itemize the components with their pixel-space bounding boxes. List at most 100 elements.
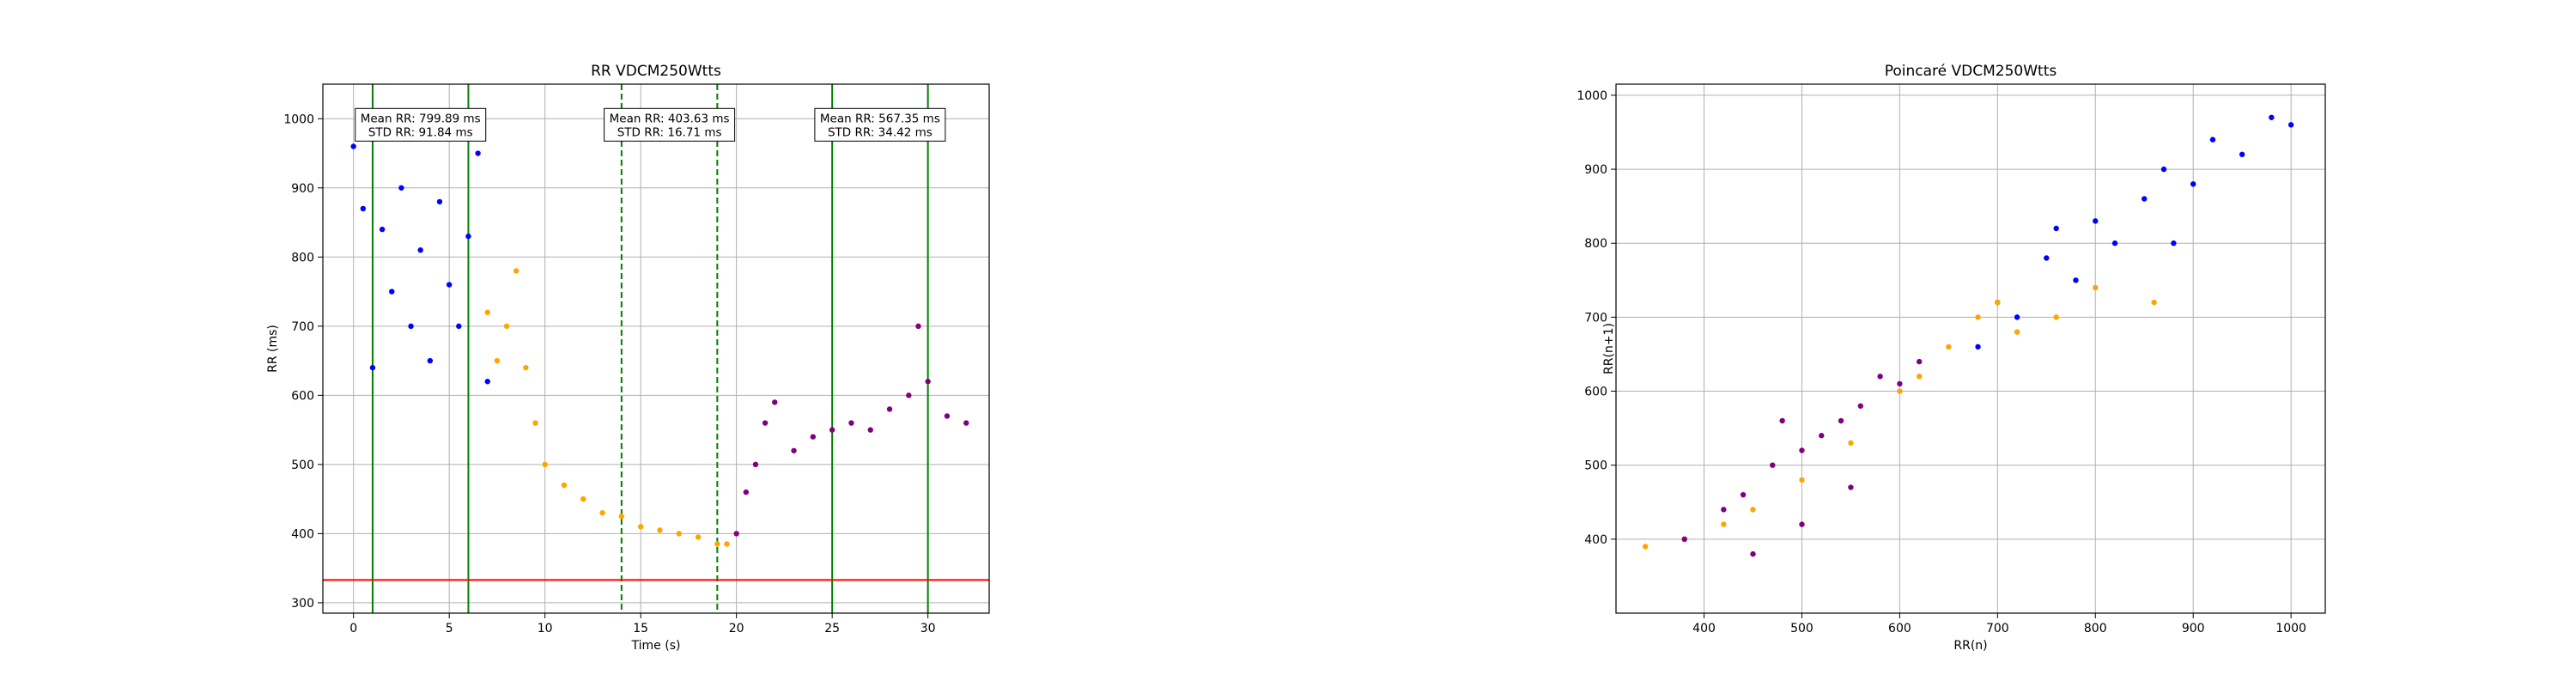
rr-xtick-label: 25 [824, 622, 840, 635]
rr-point-s2 [944, 413, 951, 419]
poincare-point-s1 [1750, 507, 1756, 513]
poincare-xtick-label: 800 [2084, 622, 2107, 635]
rr-point-s2 [886, 406, 893, 412]
poincare-ytick-label: 700 [1584, 311, 1607, 325]
rr-point-s2 [915, 323, 921, 330]
poincare-point-s0 [2160, 166, 2167, 173]
rr-point-s1 [695, 534, 702, 540]
rr-point-s2 [906, 392, 912, 398]
poincare-xtick-label: 700 [1986, 622, 2009, 635]
poincare-ytick-label: 900 [1584, 163, 1607, 177]
rr-point-s1 [542, 461, 548, 468]
poincare-point-s2 [1819, 433, 1825, 439]
poincare-point-s2 [1721, 507, 1727, 513]
poincare-points [1642, 114, 2294, 557]
poincare-point-s0 [2142, 196, 2148, 202]
poincare-point-s0 [1975, 344, 1981, 350]
rr-xtick-label: 5 [446, 622, 453, 635]
rr-xtick-label: 0 [349, 622, 357, 635]
rr-point-s0 [484, 379, 490, 385]
rr-annotation-mean: Mean RR: 403.63 ms [610, 112, 730, 125]
poincare-ytick-label: 400 [1584, 533, 1607, 547]
poincare-point-s1 [1916, 374, 1923, 380]
poincare-point-s0 [2209, 137, 2216, 143]
poincare-xlabel: RR(n) [1953, 639, 1987, 653]
poincare-ticks: 400 500 600 700 800 900 1000 400 500 600 700 800 900… [1577, 89, 2306, 635]
rr-point-s2 [762, 420, 769, 426]
rr-point-s0 [436, 198, 443, 205]
rr-point-s2 [772, 399, 778, 405]
poincare-point-s2 [1916, 358, 1923, 365]
poincare-grid [1616, 84, 2325, 613]
poincare-ytick-label: 500 [1584, 459, 1607, 473]
rr-annotation-box [814, 107, 946, 142]
rr-point-s1 [513, 268, 519, 274]
rr-point-s2 [963, 420, 969, 426]
rr-point-s1 [657, 527, 663, 533]
poincare-point-s0 [2053, 225, 2059, 232]
rr-point-s2 [867, 427, 873, 433]
rr-xtick-label: 30 [920, 622, 936, 635]
poincare-point-s1 [1799, 477, 1805, 483]
rr-chart: 0 5 10 15 20 25 30 300 400 500 600 700 800 900 1000 Me… [266, 63, 990, 653]
rr-point-s1 [580, 495, 586, 502]
poincare-point-s0 [2111, 240, 2118, 246]
poincare-xtick-label: 900 [2182, 622, 2205, 635]
rr-title: RR VDCM250Wtts [591, 63, 721, 80]
rr-ytick-label: 600 [291, 389, 314, 403]
poincare-point-s0 [2044, 255, 2050, 261]
poincare-chart: 400 500 600 700 800 900 1000 400 500 600 700 800 900… [1577, 63, 2326, 653]
rr-ytick-label: 800 [291, 251, 314, 264]
rr-xlabel: Time (s) [631, 639, 681, 653]
rr-point-s1 [503, 323, 510, 330]
rr-annotation-std: STD RR: 16.71 ms [617, 125, 722, 139]
poincare-point-s1 [2053, 314, 2059, 320]
rr-ytick-label: 700 [291, 320, 314, 334]
rr-point-s0 [398, 185, 404, 191]
rr-point-s0 [446, 282, 453, 288]
rr-xtick-label: 15 [633, 622, 648, 635]
rr-ytick-label: 1000 [283, 112, 314, 126]
rr-point-s0 [408, 323, 414, 330]
poincare-point-s0 [2014, 314, 2020, 320]
rr-xtick-label: 10 [538, 622, 553, 635]
rr-point-s0 [389, 289, 395, 295]
poincare-point-s2 [1799, 447, 1805, 453]
rr-reference-lines [323, 84, 989, 613]
poincare-point-s2 [1779, 417, 1785, 424]
rr-point-s2 [743, 489, 750, 495]
rr-ytick-label: 300 [291, 597, 314, 611]
rr-point-s0 [456, 323, 462, 330]
rr-point-s2 [752, 461, 759, 468]
poincare-point-s1 [1897, 388, 1903, 394]
rr-plot-area [323, 84, 989, 613]
rr-point-s1 [494, 357, 501, 364]
poincare-xtick-label: 600 [1888, 622, 1911, 635]
rr-point-s1 [532, 420, 538, 426]
poincare-point-s0 [2190, 181, 2196, 187]
rr-point-s2 [791, 447, 797, 453]
poincare-title: Poincaré VDCM250Wtts [1885, 63, 2057, 80]
rr-annotation-mean: Mean RR: 799.89 ms [361, 112, 481, 125]
rr-point-s0 [475, 150, 481, 156]
rr-point-s1 [637, 524, 644, 530]
rr-point-s2 [829, 427, 835, 433]
rr-xtick-label: 20 [729, 622, 744, 635]
rr-point-s1 [724, 541, 730, 547]
rr-annotation-std: STD RR: 91.84 ms [368, 125, 473, 139]
rr-point-s2 [733, 531, 739, 537]
rr-ytick-label: 400 [291, 527, 314, 541]
rr-annotation-box [355, 107, 487, 142]
rr-annotation-std: STD RR: 34.42 ms [828, 125, 933, 139]
rr-point-s1 [599, 510, 605, 516]
poincare-point-s0 [2239, 151, 2245, 158]
poincare-point-s1 [1721, 521, 1727, 527]
rr-annotation-mean: Mean RR: 567.35 ms [820, 112, 940, 125]
rr-point-s2 [810, 434, 817, 440]
poincare-point-s2 [1750, 550, 1756, 557]
poincare-point-s0 [2269, 114, 2275, 120]
rr-point-s0 [465, 233, 471, 240]
rr-plot-frame [322, 83, 990, 614]
poincare-point-s1 [1848, 440, 1854, 447]
